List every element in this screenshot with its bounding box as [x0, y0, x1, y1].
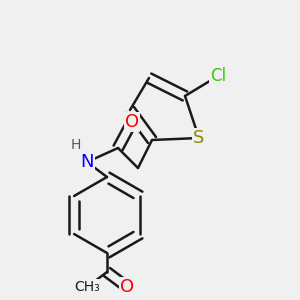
Text: O: O — [125, 113, 139, 131]
Text: H: H — [71, 138, 81, 152]
Text: Cl: Cl — [210, 67, 226, 85]
Text: N: N — [80, 153, 94, 171]
Text: O: O — [120, 278, 134, 296]
Text: CH₃: CH₃ — [74, 280, 100, 294]
Text: S: S — [193, 129, 205, 147]
